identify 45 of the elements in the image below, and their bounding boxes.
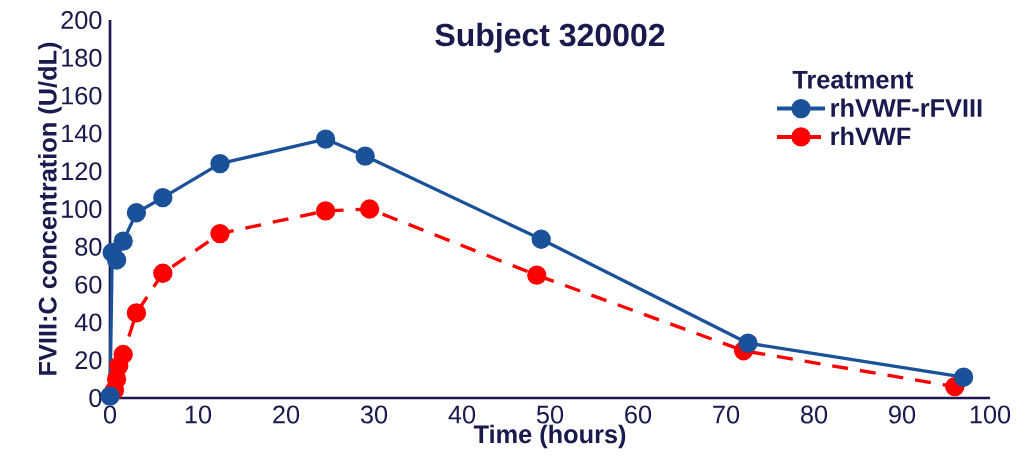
point [126, 203, 147, 223]
x-tick-label: 60 [625, 405, 652, 424]
point [210, 153, 230, 174]
x-tick-label: 90 [889, 405, 916, 424]
point [953, 367, 974, 387]
point [126, 303, 147, 323]
point [531, 229, 551, 249]
x-tick-label: 50 [536, 405, 564, 424]
point [153, 187, 173, 208]
point [315, 201, 336, 221]
point [113, 344, 133, 365]
y-tick-label: 120 [62, 162, 102, 181]
point [527, 265, 547, 285]
y-tick-label: 80 [75, 237, 102, 256]
point [153, 263, 173, 283]
y-tick-label: 60 [75, 275, 102, 294]
y-tick-label: 100 [62, 200, 102, 218]
x-tick-label: 0 [103, 405, 117, 424]
y-tick-label: 140 [62, 124, 102, 143]
chart-title: Subject 320002 [435, 22, 665, 53]
y-tick-label: 160 [62, 86, 102, 105]
y-tick-label: 180 [62, 48, 102, 67]
x-tick-label: 10 [185, 405, 212, 424]
y-tick-label: 20 [75, 351, 102, 370]
y-axis-title: FVIII:C concentration (U/dL) [38, 42, 62, 375]
point [359, 199, 380, 219]
legend-label: rhVWF-rFVIII [831, 98, 982, 117]
x-tick-label: 40 [448, 405, 476, 424]
point [210, 223, 230, 244]
legend-title: Treatment [792, 70, 914, 89]
y-tick-label: 0 [89, 389, 102, 407]
point [113, 231, 133, 251]
x-tick-label: 80 [801, 405, 828, 424]
x-tick-label: 20 [273, 405, 300, 424]
x-tick-label: 100 [970, 405, 1011, 424]
y-tick-label: 200 [61, 11, 102, 29]
x-axis-title: Time (hours) [473, 424, 626, 449]
point [738, 333, 758, 353]
legend-label: rhVWF [831, 126, 911, 146]
x-tick-label: 30 [360, 405, 388, 424]
point [106, 250, 127, 270]
point [315, 129, 336, 149]
y-tick-label: 40 [74, 313, 102, 332]
point [355, 146, 375, 166]
x-tick-label: 70 [713, 405, 740, 424]
